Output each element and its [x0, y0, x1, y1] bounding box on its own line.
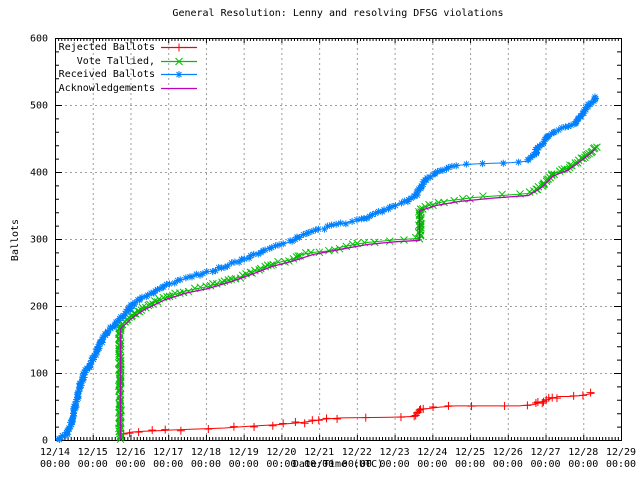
x-tick-time-label: 00:00: [229, 459, 259, 470]
x-tick-time-label: 00:00: [568, 459, 598, 470]
x-tick-time-label: 00:00: [455, 459, 485, 470]
x-tick-label: 12/17: [153, 447, 183, 458]
legend-row: Vote Tallied,: [58, 55, 199, 69]
x-tick-label: 12/24: [417, 447, 447, 458]
x-tick-label: 12/21: [304, 447, 334, 458]
x-tick-time-label: 00:00: [40, 459, 70, 470]
x-tick-label: 12/20: [266, 447, 296, 458]
x-tick-label: 12/15: [78, 447, 108, 458]
x-tick-time-label: 00:00: [78, 459, 108, 470]
legend-sample-x-icon: [161, 57, 197, 66]
legend: Rejected Ballots Vote Tallied, Received Ba…: [58, 41, 199, 95]
x-tick-time-label: 00:00: [304, 459, 334, 470]
series-line-rejected-ballots: [121, 392, 595, 436]
series-line-received-ballots: [56, 96, 597, 441]
y-axis-label: Ballots: [10, 218, 21, 262]
x-tick-time-label: 00:00: [115, 459, 145, 470]
x-tick-time-label: 00:00: [380, 459, 410, 470]
x-tick-label: 12/27: [530, 447, 560, 458]
x-tick-label: 12/16: [115, 447, 145, 458]
x-tick-time-label: 00:00: [493, 459, 523, 470]
legend-label: Acknowledgements: [58, 82, 155, 94]
x-tick-label: 12/25: [455, 447, 485, 458]
x-axis-label: Date/Time (UTC): [292, 459, 384, 470]
gridlines: [55, 38, 621, 440]
chart-title: General Resolution: Lenny and resolving …: [172, 8, 504, 19]
y-tick-label: 0: [42, 436, 48, 447]
legend-row: Rejected Ballots: [58, 41, 199, 55]
x-tick-time-label: 00:00: [153, 459, 183, 470]
legend-sample-plus-icon: [161, 43, 197, 52]
x-tick-label: 12/18: [191, 447, 221, 458]
x-tick-labels: 12/1400:0012/1500:0012/1600:0012/1700:00…: [40, 447, 636, 470]
legend-label: Rejected Ballots: [58, 42, 155, 54]
x-tick-label: 12/29: [606, 447, 636, 458]
legend-label: Vote Tallied,: [76, 55, 155, 67]
series-line-vote-tallied: [119, 146, 597, 440]
x-tick-time-label: 00:00: [191, 459, 221, 470]
x-tick-label: 12/28: [568, 447, 598, 458]
x-tick-label: 12/14: [40, 447, 70, 458]
series-line-acknowledgements: [120, 148, 597, 440]
y-tick-label: 600: [30, 34, 48, 45]
x-tick-label: 12/23: [380, 447, 410, 458]
axis-ticks: [55, 38, 622, 441]
x-tick-label: 12/22: [342, 447, 372, 458]
x-tick-label: 12/19: [229, 447, 259, 458]
x-tick-time-label: 00:00: [530, 459, 560, 470]
legend-row: Acknowledgements: [58, 82, 199, 96]
y-tick-label: 400: [30, 168, 48, 179]
legend-label: Received Ballots: [58, 69, 155, 81]
y-tick-label: 300: [30, 235, 48, 246]
legend-row: Received Ballots: [58, 68, 199, 82]
x-tick-time-label: 00:00: [266, 459, 296, 470]
y-tick-label: 500: [30, 101, 48, 112]
y-tick-label: 100: [30, 369, 48, 380]
y-tick-labels: 0 100 200 300 400 500 600: [30, 34, 48, 447]
x-tick-time-label: 00:00: [606, 459, 636, 470]
series-markers-received-ballots: [55, 93, 600, 444]
legend-sample-line-icon: [161, 87, 197, 89]
x-tick-time-label: 00:00: [417, 459, 447, 470]
y-tick-label: 200: [30, 302, 48, 313]
x-tick-time-label: 00:00: [342, 459, 372, 470]
legend-sample-asterisk-icon: [161, 71, 197, 79]
x-tick-label: 12/26: [493, 447, 523, 458]
